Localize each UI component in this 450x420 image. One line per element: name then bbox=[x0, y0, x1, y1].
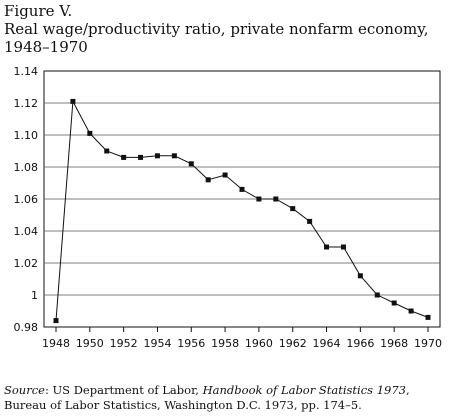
y-tick-label: 1.08 bbox=[14, 161, 39, 174]
data-point bbox=[357, 273, 363, 279]
data-point bbox=[425, 314, 431, 320]
y-tick-label: 0.98 bbox=[14, 321, 39, 334]
x-tick-label: 1952 bbox=[110, 337, 138, 350]
x-tick-label: 1956 bbox=[177, 337, 205, 350]
x-tick-label: 1948 bbox=[42, 337, 70, 350]
x-tick-label: 1962 bbox=[279, 337, 307, 350]
data-point bbox=[138, 154, 144, 160]
source-text-after: , Bureau of Labor Statistics, Washington… bbox=[4, 383, 410, 412]
data-point bbox=[324, 244, 330, 250]
chart-title-line-1: Real wage/productivity ratio, private no… bbox=[4, 20, 429, 38]
y-tick-label: 1.04 bbox=[14, 225, 39, 238]
y-tick-label: 1.14 bbox=[14, 65, 39, 78]
data-point bbox=[290, 206, 296, 212]
data-point bbox=[239, 186, 245, 192]
x-tick-label: 1970 bbox=[414, 337, 442, 350]
y-tick-label: 1.02 bbox=[14, 257, 39, 270]
data-point bbox=[70, 98, 76, 104]
y-tick-label: 1.06 bbox=[14, 193, 39, 206]
y-tick-label: 1.10 bbox=[14, 129, 39, 142]
source-note: Source: US Department of Labor, Handbook… bbox=[4, 383, 446, 413]
data-point bbox=[121, 154, 127, 160]
data-point bbox=[307, 218, 313, 224]
data-point bbox=[205, 177, 211, 183]
x-tick-label: 1964 bbox=[313, 337, 341, 350]
data-point bbox=[154, 153, 160, 159]
data-point bbox=[104, 148, 110, 154]
source-text-before: : US Department of Labor, bbox=[44, 383, 203, 397]
figure-label: Figure V. bbox=[4, 2, 73, 20]
x-tick-label: 1958 bbox=[211, 337, 239, 350]
data-point bbox=[171, 153, 177, 159]
data-point bbox=[273, 196, 279, 202]
y-tick-label: 1.12 bbox=[14, 97, 39, 110]
source-label: Source bbox=[4, 383, 45, 397]
x-tick-label: 1968 bbox=[380, 337, 408, 350]
data-point bbox=[391, 300, 397, 306]
data-point bbox=[222, 172, 228, 178]
data-point bbox=[87, 130, 93, 136]
series-line bbox=[55, 99, 429, 321]
y-tick-label: 1 bbox=[31, 289, 38, 302]
data-point bbox=[340, 244, 346, 250]
line-chart: 0.98 1 1.02 1.04 1.06 1.08 1.10 1.12 1.14 1948 195… bbox=[14, 65, 443, 350]
data-point bbox=[408, 308, 414, 314]
x-tick-label: 1960 bbox=[245, 337, 273, 350]
x-tick-label: 1954 bbox=[143, 337, 171, 350]
source-book-title: Handbook of Labor Statistics 1973 bbox=[202, 383, 406, 397]
chart-title-line-2: 1948–1970 bbox=[4, 38, 88, 56]
x-tick-label: 1966 bbox=[346, 337, 374, 350]
data-point bbox=[188, 161, 194, 167]
data-point bbox=[256, 196, 262, 202]
data-point bbox=[53, 318, 59, 324]
chart-title: Real wage/productivity ratio, private no… bbox=[4, 20, 444, 56]
x-tick-label: 1950 bbox=[76, 337, 104, 350]
data-point bbox=[374, 292, 380, 298]
